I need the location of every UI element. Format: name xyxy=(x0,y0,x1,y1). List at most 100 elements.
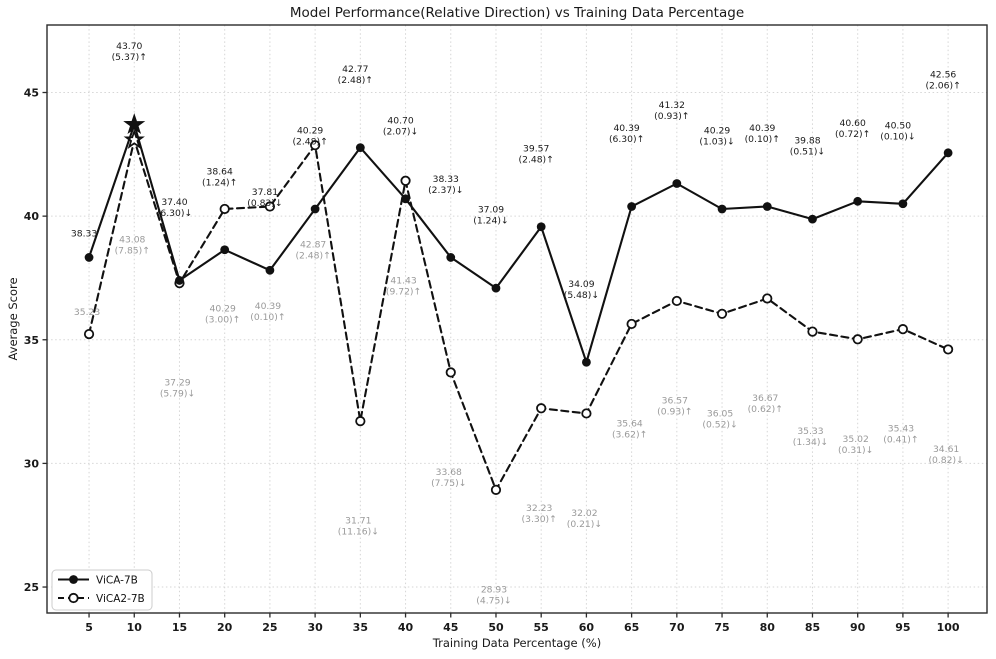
data-point-vica-7b xyxy=(265,265,275,275)
data-point-vica2-7b xyxy=(445,367,456,378)
data-point-vica2-7b xyxy=(536,403,547,414)
series-line-vica2-7b xyxy=(87,138,950,491)
data-point-vica-7b xyxy=(446,253,456,262)
x-tick-label: 85 xyxy=(805,621,820,634)
x-tick-label: 30 xyxy=(307,621,323,634)
point-label-vica-7b: 37.40 (6.30)↓ xyxy=(157,197,192,219)
y-tick-label: 30 xyxy=(24,457,40,470)
data-point-vica-7b xyxy=(491,283,501,293)
data-point-vica-7b xyxy=(401,194,410,204)
x-tick-label: 80 xyxy=(760,621,776,634)
data-point-vica-7b xyxy=(762,202,772,211)
data-point-vica-7b xyxy=(84,253,94,262)
data-point-vica2-7b xyxy=(626,318,637,330)
point-label-vica-7b: 40.70 (2.07)↓ xyxy=(383,115,418,137)
point-label-vica2-7b: 43.08 (7.85)↑ xyxy=(115,234,150,256)
point-label-vica-7b: 38.33 xyxy=(71,228,97,239)
data-point-vica-7b xyxy=(853,196,863,206)
x-tick-label: 65 xyxy=(624,621,639,634)
point-label-vica2-7b: 32.02 (0.21)↓ xyxy=(567,508,602,530)
data-point-vica-7b xyxy=(627,202,637,211)
y-tick-label: 35 xyxy=(24,334,39,347)
point-label-vica2-7b: 34.61 (0.82)↓ xyxy=(928,444,963,466)
x-tick-label: 40 xyxy=(398,621,414,634)
x-tick-label: 90 xyxy=(850,621,866,634)
data-point-vica2-7b xyxy=(897,324,909,335)
point-label-vica2-7b: 35.33 (1.34)↓ xyxy=(793,426,828,448)
x-tick-label: 35 xyxy=(353,621,368,634)
x-axis-label: Training Data Percentage (%) xyxy=(432,636,602,650)
data-point-vica-7b xyxy=(536,222,546,232)
data-point-vica-7b xyxy=(310,204,320,214)
point-label-vica-7b: 42.77 (2.48)↑ xyxy=(338,64,373,86)
data-point-vica-7b xyxy=(943,148,953,158)
data-point-vica-7b xyxy=(175,276,184,285)
point-label-vica2-7b: 28.93 (4.75)↓ xyxy=(476,584,511,606)
data-point-vica2-7b xyxy=(490,484,502,495)
x-tick-label: 100 xyxy=(937,621,960,634)
point-label-vica2-7b: 41.43 (9.72)↑ xyxy=(386,275,421,297)
chart-title: Model Performance(Relative Direction) vs… xyxy=(289,5,745,21)
y-tick-label: 25 xyxy=(24,581,39,594)
data-point-vica2-7b xyxy=(400,175,411,186)
x-tick-label: 10 xyxy=(127,621,143,634)
point-label-vica-7b: 40.39 (0.10)↑ xyxy=(745,123,780,145)
data-point-vica-7b xyxy=(582,357,591,367)
point-label-vica2-7b: 40.39 (0.10)↑ xyxy=(250,301,285,323)
x-tick-label: 75 xyxy=(714,621,729,634)
point-label-vica2-7b: 32.23 (3.30)↑ xyxy=(522,503,557,525)
point-label-vica-7b: 41.32 (0.93)↑ xyxy=(654,100,689,122)
x-tick-label: 5 xyxy=(85,621,93,634)
data-point-vica-7b xyxy=(220,245,230,255)
legend-marker-sample xyxy=(68,592,79,604)
point-label-vica-7b: 39.88 (0.51)↓ xyxy=(790,136,825,158)
point-label-vica-7b: 39.57 (2.48)↑ xyxy=(519,143,554,165)
y-tick-label: 45 xyxy=(24,87,39,100)
data-point-vica2-7b xyxy=(716,308,728,319)
point-label-vica2-7b: 35.02 (0.31)↓ xyxy=(838,434,873,456)
x-tick-label: 70 xyxy=(669,621,685,634)
point-label-vica-7b: 40.29 (1.03)↓ xyxy=(699,125,734,147)
x-tick-label: 25 xyxy=(262,621,277,634)
data-point-vica2-7b xyxy=(83,328,95,340)
point-label-vica-7b: 37.81 (0.83)↓ xyxy=(247,187,282,209)
point-label-vica-7b: 40.60 (0.72)↑ xyxy=(835,118,870,140)
data-point-vica-7b xyxy=(355,143,365,153)
data-point-vica-7b xyxy=(808,214,817,224)
point-label-vica2-7b: 33.68 (7.75)↓ xyxy=(431,467,466,489)
point-label-vica2-7b: 31.71 (11.16)↓ xyxy=(338,516,379,538)
data-point-vica2-7b xyxy=(807,326,818,337)
data-point-vica-7b xyxy=(898,199,908,209)
point-label-vica-7b: 40.29 (2.48)↑ xyxy=(292,125,327,147)
x-tick-label: 55 xyxy=(534,621,549,634)
data-point-vica-7b xyxy=(672,179,682,188)
axes-frame xyxy=(46,24,988,614)
legend-label-vica-7b: ViCA-7B xyxy=(96,574,138,586)
point-label-vica2-7b: 42.87 (2.48)↑ xyxy=(295,240,330,262)
x-tick-label: 50 xyxy=(488,621,504,634)
point-label-vica-7b: 40.39 (6.30)↑ xyxy=(609,123,644,145)
data-point-vica2-7b xyxy=(852,334,863,345)
point-label-vica2-7b: 36.57 (0.93)↑ xyxy=(657,395,692,417)
point-label-vica-7b: 38.64 (1.24)↑ xyxy=(202,166,237,188)
point-label-vica2-7b: 36.67 (0.62)↑ xyxy=(748,393,783,415)
x-tick-label: 95 xyxy=(895,621,910,634)
legend: ViCA-7B ViCA2-7B xyxy=(51,569,153,611)
point-label-vica2-7b: 35.64 (3.62)↑ xyxy=(612,418,647,440)
point-label-vica2-7b: 35.23 xyxy=(74,307,100,318)
x-tick-label: 15 xyxy=(172,621,187,634)
data-point-vica2-7b xyxy=(762,293,773,304)
point-label-vica-7b: 37.09 (1.24)↓ xyxy=(473,205,508,227)
legend-label-vica2-7b: ViCA2-7B xyxy=(96,593,145,605)
x-tick-label: 20 xyxy=(217,621,233,634)
data-point-vica2-7b xyxy=(355,416,366,427)
star-marker-vica-7b xyxy=(123,113,146,135)
data-point-vica2-7b xyxy=(581,408,592,419)
data-point-vica-7b xyxy=(717,204,727,214)
data-point-vica2-7b xyxy=(264,201,276,212)
point-label-vica-7b: 38.33 (2.37)↓ xyxy=(428,174,463,196)
point-label-vica-7b: 43.70 (5.37)↑ xyxy=(112,41,147,63)
data-point-vica2-7b xyxy=(219,203,230,215)
